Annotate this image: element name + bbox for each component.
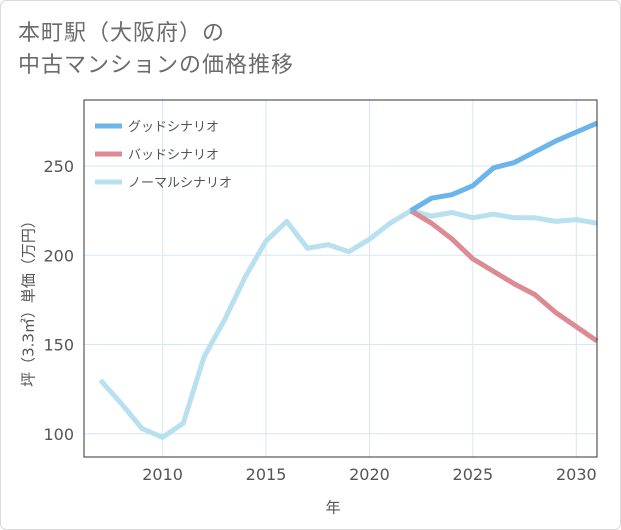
title-line-1: 本町駅（大阪府）の: [18, 21, 226, 46]
series-lines: [98, 120, 599, 440]
legend-label-2: ノーマルシナリオ: [128, 176, 232, 191]
y-tick-label: 200: [43, 246, 74, 265]
chart-title: 本町駅（大阪府）の 中古マンションの価格推移: [18, 18, 294, 82]
series-line-2: [98, 208, 598, 440]
plot-frame: [83, 99, 598, 458]
y-axis-label: 坪（3.3㎡）単価（万円）: [19, 213, 38, 387]
x-axis-label: 年: [325, 498, 341, 517]
x-tick-label: 2010: [142, 465, 183, 484]
y-tick-label: 150: [43, 336, 74, 355]
y-tick-labels: 100 150 200 250: [43, 157, 74, 444]
x-tick-label: 2030: [556, 465, 597, 484]
x-tick-label: 2015: [246, 465, 287, 484]
x-tick-label: 2020: [349, 465, 390, 484]
y-tick-label: 100: [43, 425, 74, 444]
x-tick-labels: 2010 2015 2020 2025 2030: [142, 465, 596, 484]
grid: [84, 100, 597, 457]
legend-label-1: バッドシナリオ: [128, 148, 219, 163]
legend-label-0: グッドシナリオ: [128, 120, 219, 135]
series-line-1: [409, 208, 599, 344]
x-tick-label: 2025: [453, 465, 494, 484]
y-tick-label: 250: [43, 157, 74, 176]
title-line-2: 中古マンションの価格推移: [18, 53, 295, 78]
series-line-0: [409, 120, 598, 213]
